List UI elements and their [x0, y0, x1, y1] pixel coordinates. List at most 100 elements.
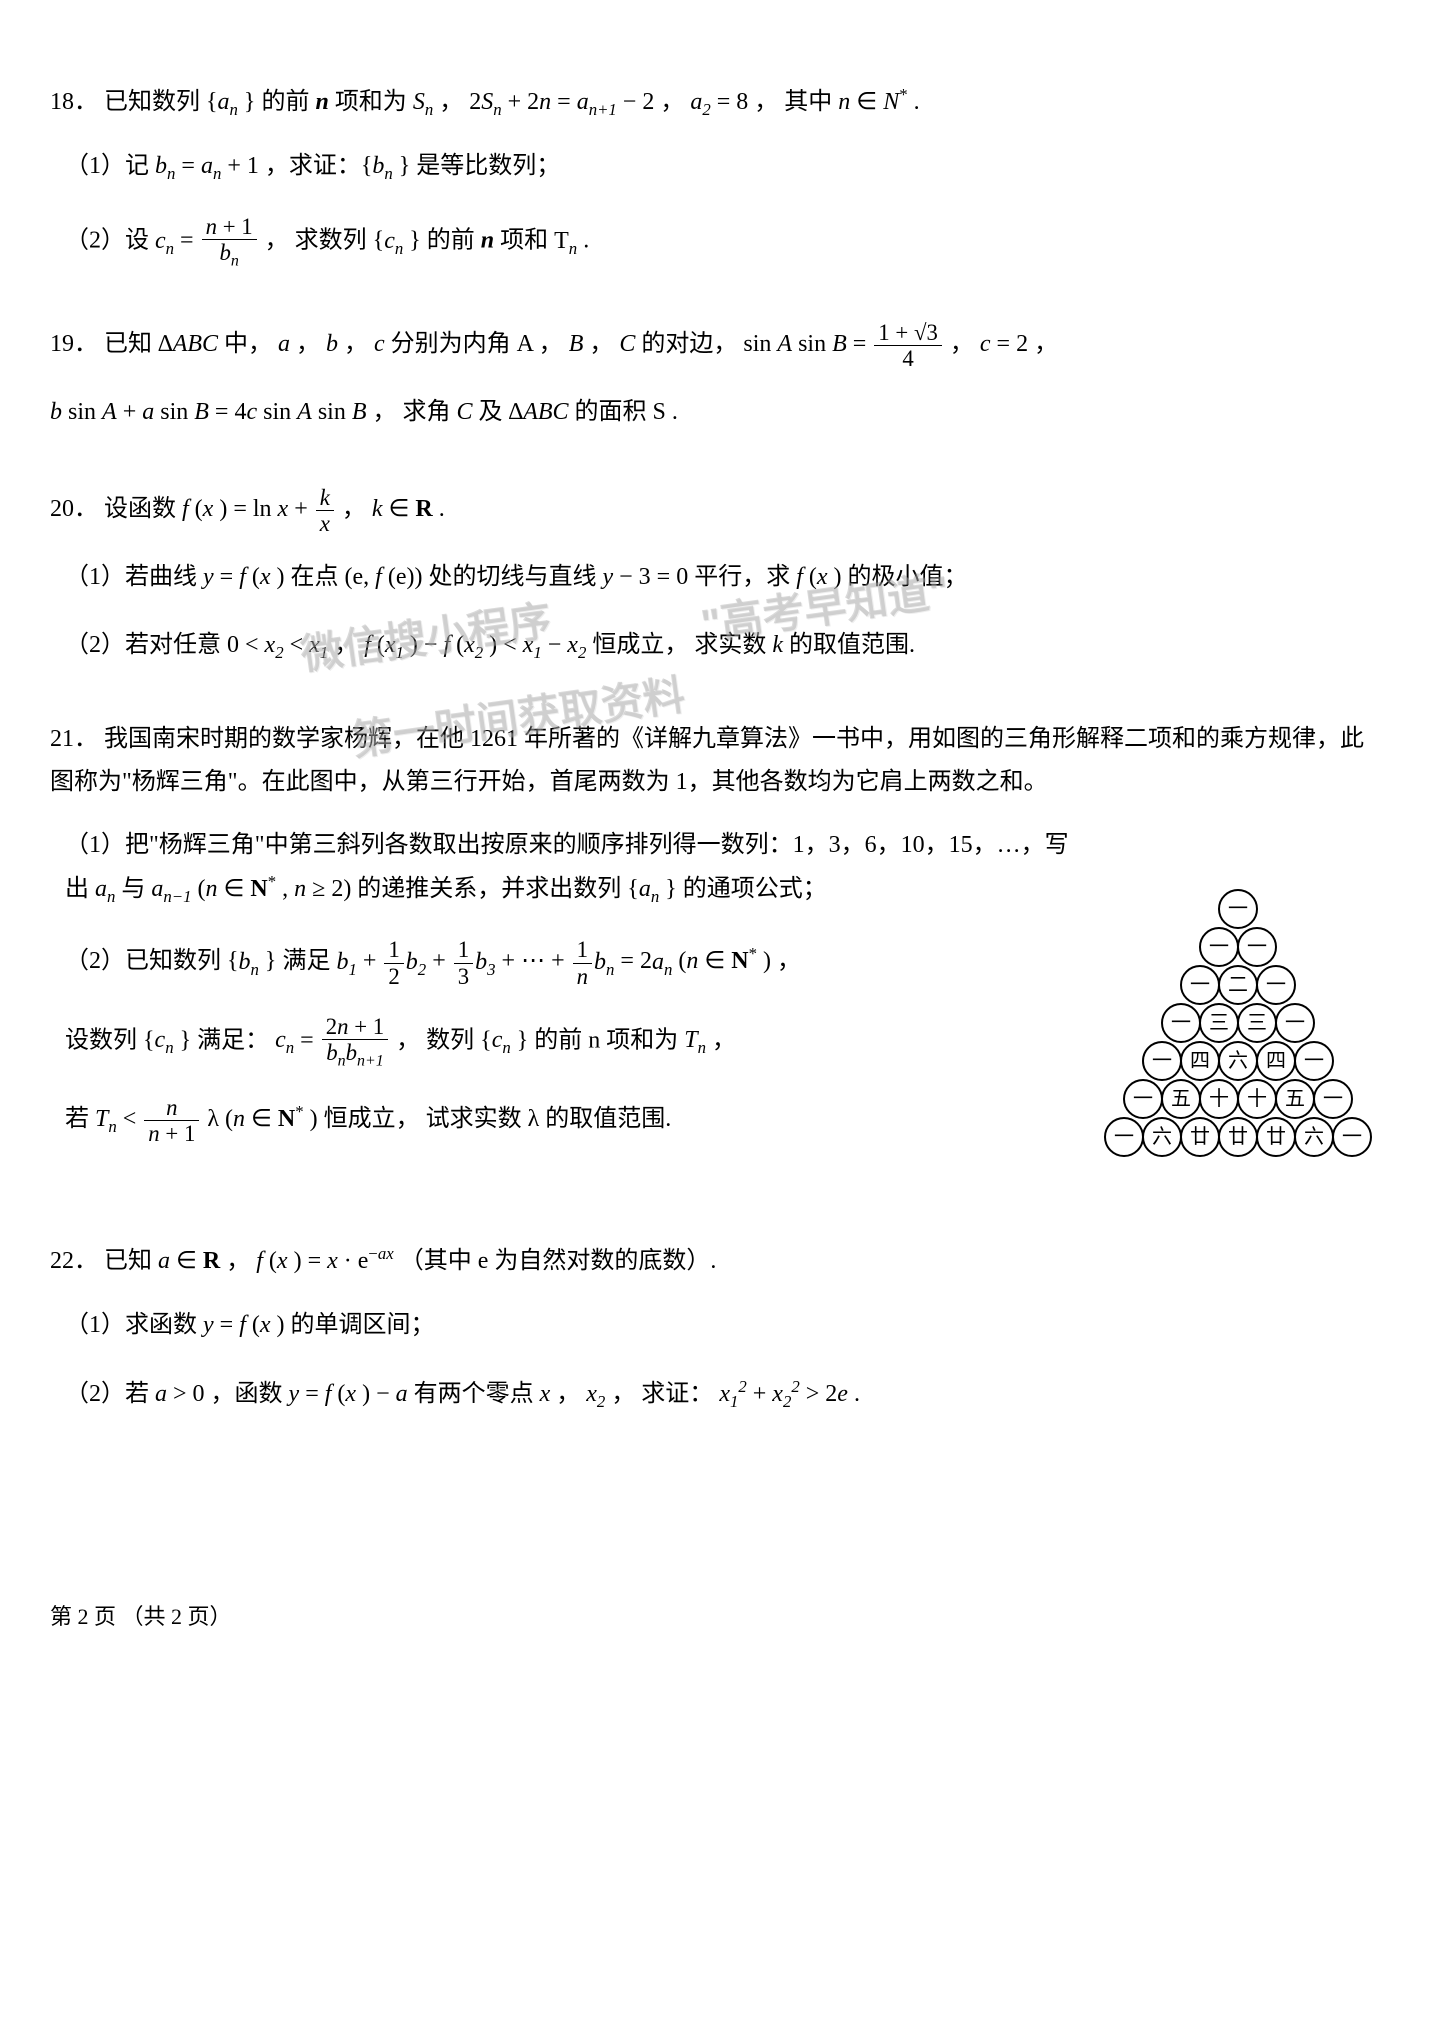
text: ≥ 2) 的递推关系，并求出数列 {: [312, 876, 639, 902]
text: .: [583, 228, 589, 254]
text: sin: [62, 399, 102, 425]
text: .: [914, 89, 920, 115]
svg-text:一: 一: [1152, 1050, 1172, 1072]
text: ) −: [410, 632, 444, 658]
text: ，: [334, 632, 364, 658]
svg-text:一: 一: [1247, 936, 1267, 958]
problem-20-main: 20． 设函数 f (x ) = ln x + kx ， k ∈ R .: [50, 485, 1383, 536]
problem-21: 21． 我国南宋时期的数学家杨辉，在他 1261 年所著的《详解九章算法》一书中…: [50, 718, 1383, 1190]
text: 设数列 {: [65, 1027, 155, 1053]
text: ，: [556, 1381, 586, 1407]
text: · e: [344, 1248, 369, 1274]
text: =: [180, 228, 200, 254]
text: ) 的极小值；: [834, 564, 968, 590]
text: 已知: [104, 1248, 158, 1274]
problem-20-sub2: （2）若对任意 0 < x2 < x1 ， f (x1 ) − f (x2 ) …: [65, 624, 1383, 668]
text: 的面积 S .: [575, 399, 678, 425]
text: 已知数列 {: [104, 89, 218, 115]
text: sin: [160, 399, 194, 425]
text: <: [290, 632, 310, 658]
text: +: [123, 399, 143, 425]
text: − 3 = 0 平行，求: [619, 564, 796, 590]
text: ，: [950, 331, 980, 357]
text: =: [181, 153, 201, 179]
page-footer: 第 2 页 （共 2 页）: [50, 1597, 1383, 1637]
svg-text:一: 一: [1266, 974, 1286, 996]
text: （1）求函数: [65, 1312, 203, 1338]
text: ， 求角: [373, 399, 457, 425]
text: } 是等比数列；: [399, 153, 561, 179]
text: =: [300, 1027, 320, 1053]
text: ) <: [489, 632, 523, 658]
text: =: [557, 89, 577, 115]
text: 与: [121, 876, 151, 902]
text: +: [294, 496, 314, 522]
svg-text:廿: 廿: [1190, 1125, 1210, 1148]
text: ， 求证：: [611, 1381, 719, 1407]
svg-text:一: 一: [1114, 1126, 1134, 1148]
text: sin: [798, 331, 832, 357]
problem-21-sub2c: 若 Tn < nn + 1 λ (n ∈ N* ) 恒成立， 试求实数 λ 的取…: [65, 1095, 1073, 1146]
text: (: [252, 1312, 260, 1338]
svg-text:十: 十: [1247, 1087, 1267, 1110]
text: 分别为内角 A ，: [391, 331, 569, 357]
problem-21-sub2a: （2）已知数列 {bn } 满足 b1 + 12b2 + 13b3 + ⋯ + …: [65, 937, 1073, 988]
text: = 4: [215, 399, 247, 425]
problem-number: 19．: [50, 331, 98, 357]
text: 我国南宋时期的数学家杨辉，在他 1261 年所著的《详解九章算法》一书中，用如图…: [50, 726, 1364, 795]
text: ，: [296, 331, 326, 357]
text: + 1 ，求证：{: [227, 153, 372, 179]
text: （2）已知数列 {: [65, 949, 239, 975]
svg-text:三: 三: [1247, 1012, 1267, 1034]
text: ， 求数列 {: [265, 228, 385, 254]
svg-text:一: 一: [1285, 1012, 1305, 1034]
svg-text:六: 六: [1304, 1125, 1324, 1148]
problem-number: 22．: [50, 1248, 98, 1274]
text: ∈: [704, 949, 731, 975]
text: ， 数列 {: [396, 1027, 492, 1053]
text: ) ，: [763, 949, 801, 975]
text: （2）设: [65, 228, 155, 254]
problem-21-sub1: （1）把"杨辉三角"中第三斜列各数取出按原来的顺序排列得一数列：1，3，6，10…: [65, 824, 1073, 912]
text: (: [809, 564, 817, 590]
svg-text:一: 一: [1209, 936, 1229, 958]
text: > 2: [806, 1381, 838, 1407]
text: =: [220, 564, 240, 590]
text: （2）若对任意 0 <: [65, 632, 265, 658]
svg-text:一: 一: [1228, 898, 1248, 920]
svg-text:一: 一: [1190, 974, 1210, 996]
text: 中，: [224, 331, 278, 357]
problem-22-sub1: （1）求函数 y = f (x ) 的单调区间；: [65, 1304, 1383, 1347]
problem-20-sub1: （1）若曲线 y = f (x ) 在点 (e, f (e)) 处的切线与直线 …: [65, 556, 1383, 599]
text: 及 ∆: [479, 399, 524, 425]
text: sin: [263, 399, 297, 425]
text: + ⋯ +: [502, 949, 571, 975]
svg-text:一: 一: [1323, 1088, 1343, 1110]
text: +: [432, 949, 452, 975]
text: 设函数: [104, 496, 182, 522]
text: （其中 e 为自然对数的底数）.: [400, 1248, 717, 1274]
text: 的取值范围.: [789, 632, 915, 658]
text: ∈: [251, 1106, 278, 1132]
text: = 8 ， 其中: [717, 89, 839, 115]
svg-text:一: 一: [1304, 1050, 1324, 1072]
problem-18: 18． 已知数列 {an } 的前 n 项和为 Sn ， 2Sn + 2n = …: [50, 80, 1383, 270]
problem-22-main: 22． 已知 a ∈ R ， f (x ) = x · e−ax （其中 e 为…: [50, 1239, 1383, 1283]
svg-text:五: 五: [1171, 1088, 1191, 1110]
yanghui-triangle-figure: 一一一一二一一三三一一四六四一一五十十五一一六廿廿廿六一: [1093, 884, 1383, 1189]
text: ∈: [176, 1248, 203, 1274]
text: ，: [226, 1248, 256, 1274]
text: 若: [65, 1106, 95, 1132]
svg-text:一: 一: [1342, 1126, 1362, 1148]
text: } 的前: [244, 89, 316, 115]
text: .: [439, 496, 445, 522]
text: 的对边， sin: [641, 331, 777, 357]
problem-19-line1: 19． 已知 ∆ABC 中， a ， b ， c 分别为内角 A ， B ， C…: [50, 320, 1383, 371]
text: (: [456, 632, 464, 658]
problem-19: 19． 已知 ∆ABC 中， a ， b ， c 分别为内角 A ， B ， C…: [50, 320, 1383, 434]
text: } 的前 n 项和为: [517, 1027, 685, 1053]
text: + 2: [508, 89, 540, 115]
text: ) 的单调区间；: [277, 1312, 435, 1338]
svg-text:二: 二: [1228, 974, 1248, 996]
text: <: [123, 1106, 143, 1132]
